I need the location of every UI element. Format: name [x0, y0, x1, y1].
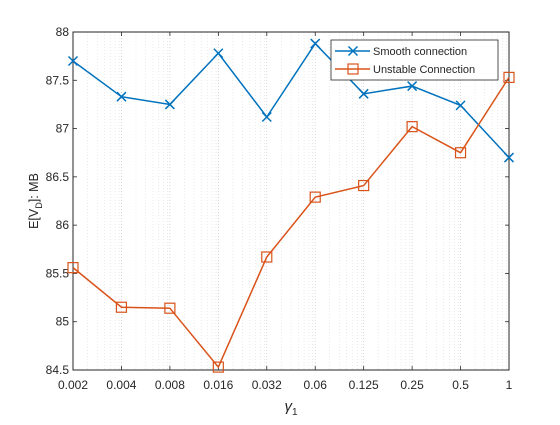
data-point-square-marker — [309, 191, 321, 203]
data-point-square-marker — [358, 179, 370, 192]
x-tick-label: 0.016 — [203, 378, 233, 392]
series-line — [72, 76, 510, 369]
x-tick-label: 0.004 — [106, 378, 136, 392]
y-tick-label: 85 — [56, 315, 70, 329]
y-axis-label-subscript: D — [34, 202, 44, 209]
data-point-x-marker — [407, 81, 418, 92]
series-layer — [67, 38, 515, 373]
y-axis-label-main: E[V — [27, 208, 41, 229]
y-tick-label: 85.5 — [46, 266, 70, 280]
plot-area-frame — [72, 31, 510, 371]
data-point-x-marker — [358, 88, 369, 99]
data-point-x-marker — [116, 91, 127, 102]
legend-box — [330, 39, 499, 81]
data-point-square-marker — [454, 147, 467, 159]
data-point-square-marker — [503, 71, 515, 83]
series-line — [72, 42, 510, 159]
data-point-square-marker — [212, 361, 224, 373]
data-point-x-marker — [455, 100, 466, 111]
legend: Smooth connection Unstable Connection — [330, 39, 499, 81]
data-point-x-marker — [310, 38, 321, 49]
x-tick-label: 1 — [506, 378, 513, 392]
x-tick-label: 0.06 — [304, 378, 328, 392]
data-point-square-marker — [164, 302, 176, 314]
x-tick-label: 0.5 — [452, 378, 469, 392]
axis-ticks: 0.002 0.004 0.008 0.016 0.032 0.06 0.125 0.25 0.… — [46, 25, 513, 392]
legend-marker-unstable — [347, 63, 359, 75]
x-tick-label: 0.032 — [252, 378, 282, 392]
y-tick-label: 84.5 — [46, 363, 70, 377]
x-tick-label: 0.25 — [400, 378, 424, 392]
y-tick-label: 88 — [56, 25, 70, 39]
y-tick-label: 86 — [56, 218, 70, 232]
x-axis-label-symbol: γ — [284, 398, 293, 415]
x-axis-label: γ1 — [284, 398, 298, 418]
y-tick-label: 87 — [56, 122, 70, 136]
data-point-x-marker — [213, 48, 224, 59]
legend-marker-smooth — [347, 45, 359, 57]
series-unstable-connection — [67, 71, 515, 373]
data-point-x-marker — [164, 99, 175, 110]
y-tick-label: 86.5 — [46, 170, 70, 184]
x-tick-label: 0.125 — [349, 378, 379, 392]
data-point-square-marker — [406, 121, 418, 133]
data-point-square-marker — [115, 301, 128, 313]
y-tick-label: 87.5 — [46, 73, 70, 87]
grid-lines — [87, 32, 507, 370]
x-axis-label-subscript: 1 — [292, 407, 298, 418]
data-point-x-marker — [67, 55, 79, 67]
x-tick-label: 0.008 — [155, 378, 185, 392]
legend-label-unstable: Unstable Connection — [373, 64, 475, 76]
data-point-square-marker — [261, 251, 273, 263]
y-axis-label-suffix: ]: MB — [27, 173, 41, 202]
series-smooth-connection — [67, 38, 515, 163]
data-point-x-marker — [261, 111, 272, 123]
data-point-square-marker — [67, 262, 79, 274]
x-tick-label: 0.002 — [58, 378, 88, 392]
legend-label-smooth: Smooth connection — [373, 46, 467, 58]
y-axis-label: E[VD]: MB — [27, 173, 44, 229]
data-point-x-marker — [503, 152, 515, 163]
